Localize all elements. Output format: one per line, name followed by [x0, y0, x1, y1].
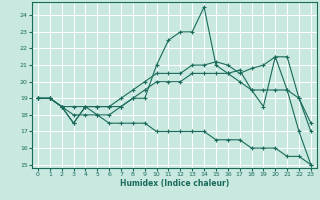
X-axis label: Humidex (Indice chaleur): Humidex (Indice chaleur): [120, 179, 229, 188]
